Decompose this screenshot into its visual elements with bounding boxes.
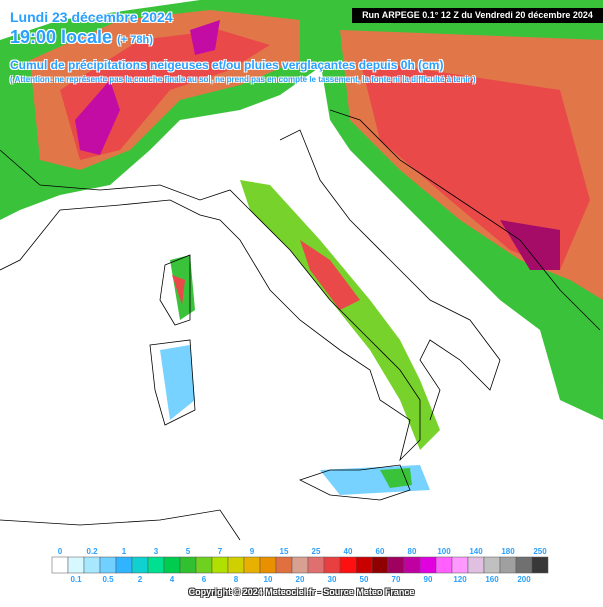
scale-swatch <box>83 556 101 574</box>
run-info: Run ARPEGE 0.1° 12 Z du Vendredi 20 déce… <box>352 8 603 23</box>
scale-label: 20 <box>296 575 305 584</box>
warning-note: ( Attention: ne représente pas la couche… <box>10 75 476 84</box>
scale-label: 1 <box>122 547 127 556</box>
scale-label: 50 <box>360 575 369 584</box>
scale-swatch <box>435 556 453 574</box>
scale-swatch <box>451 556 469 574</box>
scale-label: 40 <box>344 547 353 556</box>
scale-label: 4 <box>170 575 175 584</box>
scale-label: 7 <box>218 547 223 556</box>
scale-label: 6 <box>202 575 207 584</box>
scale-swatch <box>403 556 421 574</box>
scale-label: 200 <box>517 575 531 584</box>
scale-swatch <box>323 556 341 574</box>
scale-label: 2 <box>138 575 143 584</box>
scale-swatch <box>531 556 549 574</box>
scale-swatch <box>227 556 245 574</box>
scale-swatch <box>355 556 373 574</box>
scale-swatch <box>99 556 117 574</box>
scale-label: 80 <box>408 547 417 556</box>
scale-swatch <box>163 556 181 574</box>
scale-label: 10 <box>264 575 273 584</box>
scale-swatch <box>51 556 69 574</box>
scale-label: 90 <box>424 575 433 584</box>
forecast-date: Lundi 23 décembre 2024 <box>10 9 173 25</box>
scale-swatch <box>275 556 293 574</box>
scale-swatch <box>467 556 485 574</box>
scale-swatch <box>419 556 437 574</box>
scale-swatch <box>483 556 501 574</box>
scale-swatch <box>115 556 133 574</box>
local-time: 19:00 locale <box>10 27 113 47</box>
scale-label: 180 <box>501 547 515 556</box>
scale-swatch <box>131 556 149 574</box>
scale-label: 250 <box>533 547 547 556</box>
scale-swatch <box>291 556 309 574</box>
scale-label: 15 <box>280 547 289 556</box>
scale-label: 0.5 <box>102 575 114 584</box>
scale-label: 25 <box>312 547 321 556</box>
scale-swatch <box>147 556 165 574</box>
scale-label: 8 <box>234 575 239 584</box>
scale-label: 0.1 <box>70 575 82 584</box>
scale-swatch <box>195 556 213 574</box>
scale-swatch <box>179 556 197 574</box>
scale-label: 0 <box>58 547 63 556</box>
product-title: Cumul de précipitations neigeuses et/ou … <box>10 58 444 72</box>
scale-swatch <box>67 556 85 574</box>
precip-field <box>0 0 603 495</box>
scale-label: 3 <box>154 547 159 556</box>
scale-swatch <box>339 556 357 574</box>
scale-swatch <box>243 556 261 574</box>
scale-label: 0.2 <box>86 547 98 556</box>
scale-swatch <box>211 556 229 574</box>
scale-label: 160 <box>485 575 499 584</box>
scale-swatch <box>259 556 277 574</box>
copyright: Copyright © 2024 Meteociel.fr - Source M… <box>188 587 415 597</box>
scale-label: 100 <box>437 547 451 556</box>
coastlines <box>0 109 601 541</box>
scale-label: 60 <box>376 547 385 556</box>
scale-swatch <box>387 556 405 574</box>
scale-label: 30 <box>328 575 337 584</box>
scale-swatch <box>371 556 389 574</box>
scale-label: 140 <box>469 547 483 556</box>
scale-swatch <box>499 556 517 574</box>
scale-swatch <box>515 556 533 574</box>
color-scale: 0 0.1 0.2 0.5 1 2 3 4 5 6 7 8 9 10 15 20 25 30 40 50 60 70 80 9… <box>51 546 549 585</box>
scale-swatch <box>307 556 325 574</box>
forecast-time: 19:00 locale (+ 78h) <box>10 27 153 48</box>
scale-label: 120 <box>453 575 467 584</box>
scale-label: 5 <box>186 547 191 556</box>
scale-label: 70 <box>392 575 401 584</box>
lead-time: (+ 78h) <box>117 34 153 46</box>
scale-label: 9 <box>250 547 255 556</box>
